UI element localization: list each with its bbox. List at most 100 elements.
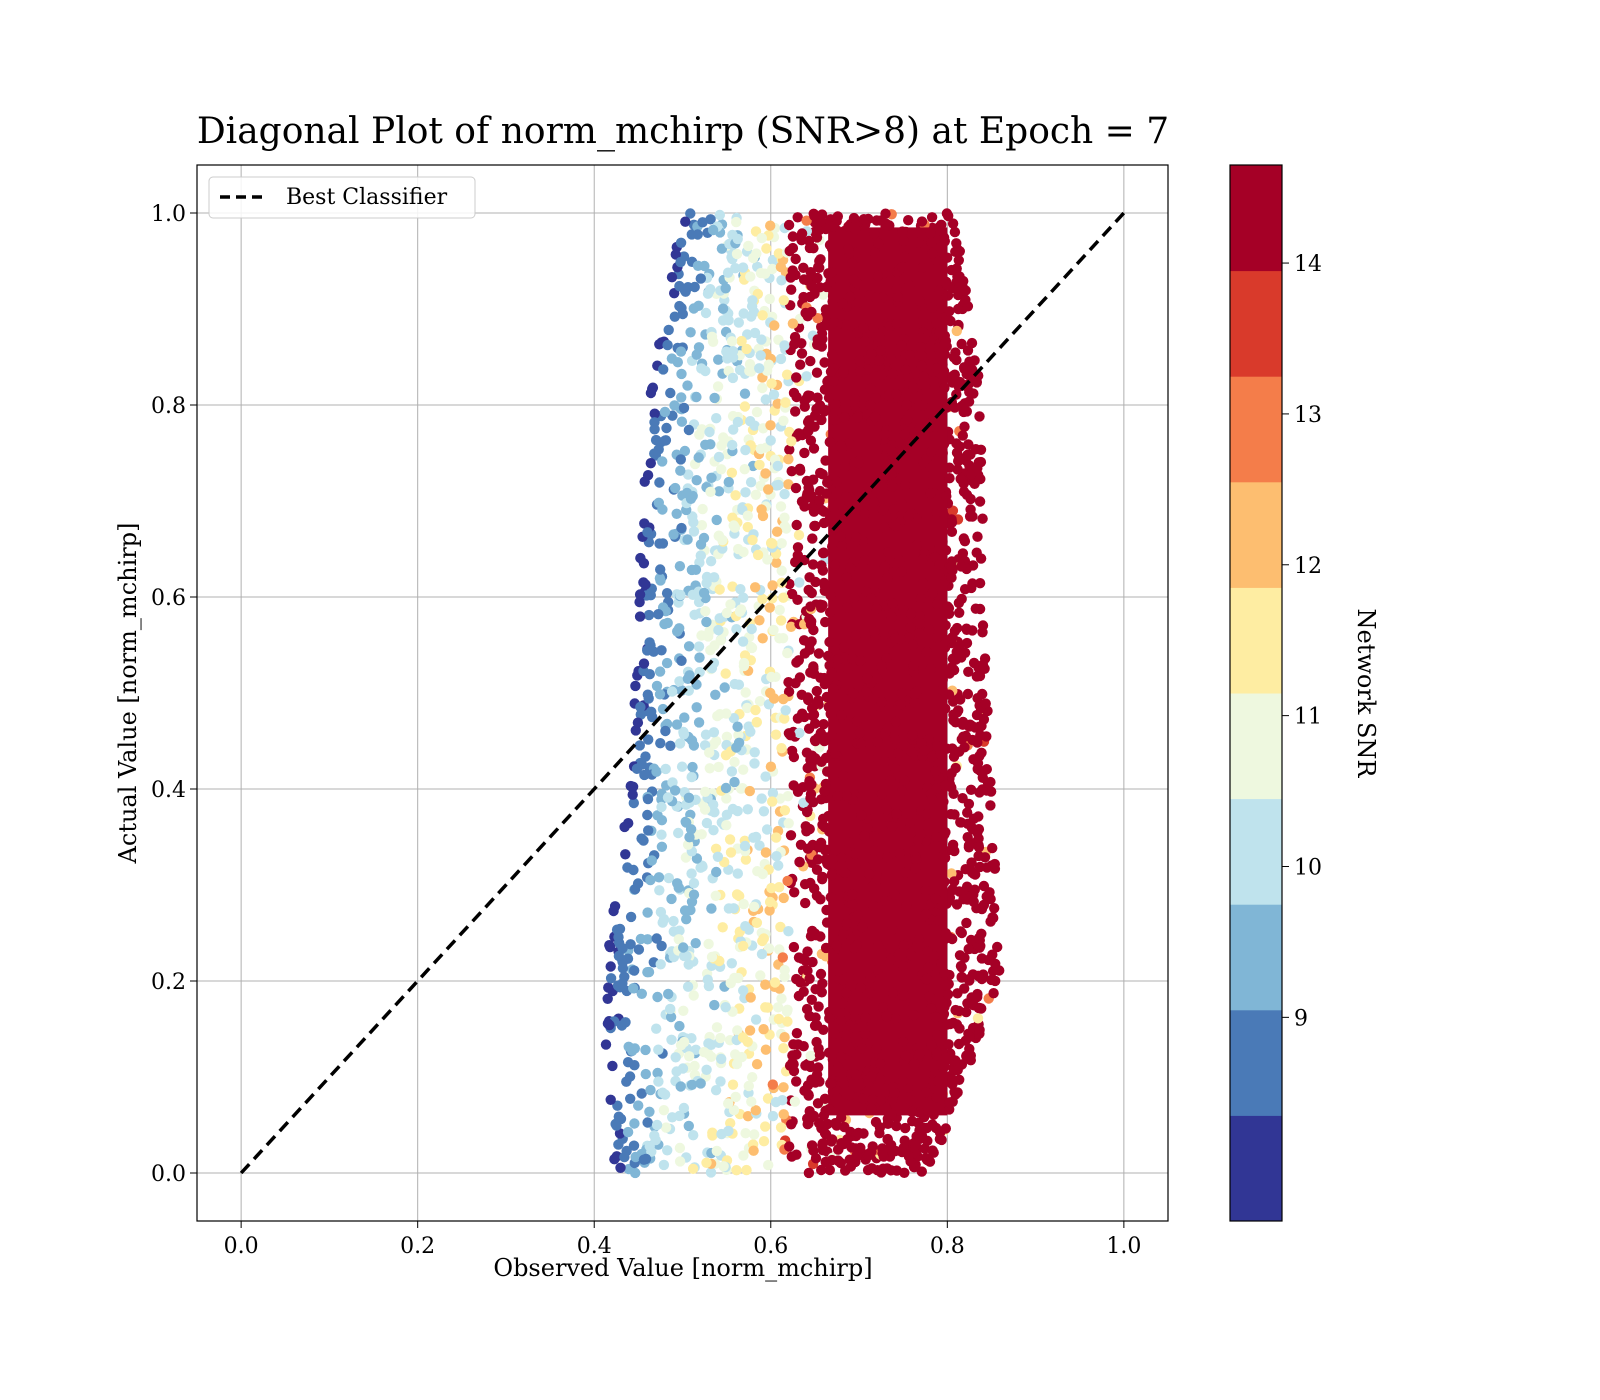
scatter-point: [966, 582, 977, 594]
scatter-point: [692, 260, 704, 271]
scatter-point: [848, 1010, 859, 1022]
scatter-point: [885, 1165, 897, 1176]
scatter-point: [720, 668, 731, 679]
scatter-point: [760, 468, 771, 479]
scatter-point: [955, 817, 967, 828]
scatter-point: [840, 319, 851, 330]
scatter-point: [642, 645, 653, 656]
scatter-point: [767, 1110, 779, 1122]
scatter-point: [751, 716, 762, 728]
scatter-point: [779, 805, 791, 816]
scatter-point: [734, 606, 746, 617]
x-axis-label: Observed Value [norm_mchirp]: [493, 1254, 872, 1282]
scatter-point: [891, 283, 903, 294]
scatter-point: [778, 592, 789, 603]
scatter-point: [864, 869, 875, 880]
scatter-point: [805, 355, 816, 367]
scatter-point: [844, 562, 856, 574]
scatter-point: [974, 411, 985, 422]
scatter-point: [682, 380, 693, 391]
scatter-point: [694, 652, 705, 663]
x-tick-label: 0.6: [753, 1234, 788, 1259]
scatter-point: [776, 993, 787, 1004]
scatter-point: [701, 616, 712, 628]
scatter-point: [902, 414, 913, 425]
scatter-point: [783, 728, 795, 739]
scatter-point: [870, 1116, 882, 1128]
scatter-point: [627, 789, 638, 800]
scatter-point: [881, 653, 892, 664]
scatter-point: [711, 1022, 723, 1033]
scatter-point: [670, 249, 681, 260]
scatter-point: [676, 522, 687, 534]
scatter-point: [890, 763, 901, 774]
scatter-point: [653, 872, 665, 883]
plot-frame: [196, 164, 1169, 1222]
scatter-point: [915, 828, 926, 840]
scatter-point: [721, 820, 732, 831]
scatter-point: [787, 318, 799, 329]
scatter-point: [811, 685, 822, 697]
scatter-point: [807, 956, 818, 968]
scatter-point: [819, 786, 830, 797]
scatter-point: [799, 501, 810, 512]
scatter-point: [958, 486, 970, 497]
scatter-point: [653, 1076, 664, 1087]
scatter-point: [879, 895, 891, 907]
scatter-point: [956, 927, 967, 939]
scatter-point: [738, 985, 749, 996]
scatter-point: [927, 587, 938, 599]
scatter-point: [843, 837, 855, 848]
scatter-point: [951, 707, 963, 718]
scatter-point: [672, 626, 683, 637]
scatter-point: [643, 966, 655, 978]
scatter-point: [716, 1053, 727, 1065]
scatter-point: [859, 830, 870, 842]
scatter-point: [716, 243, 728, 254]
scatter-point: [662, 1145, 673, 1156]
scatter-point: [654, 538, 665, 549]
scatter-point: [765, 761, 777, 772]
scatter-point: [773, 882, 785, 893]
scatter-point: [972, 693, 983, 704]
scatter-point: [775, 921, 786, 933]
scatter-point: [771, 526, 783, 537]
scatter-point: [815, 467, 826, 479]
scatter-point: [905, 1095, 917, 1106]
scatter-point: [695, 539, 707, 550]
scatter-point: [790, 253, 801, 265]
scatter-point: [788, 941, 800, 953]
scatter-point: [803, 584, 814, 596]
scatter-point: [711, 1145, 722, 1157]
scatter-point: [804, 242, 816, 254]
scatter-point: [688, 303, 699, 314]
scatter-point: [886, 469, 897, 480]
scatter-point: [628, 864, 639, 876]
scatter-point: [796, 348, 808, 359]
scatter-point: [709, 999, 720, 1011]
scatter-point: [975, 473, 986, 485]
scatter-point: [819, 357, 830, 368]
scatter-point: [760, 1002, 771, 1013]
scatter-point: [923, 962, 934, 973]
scatter-point: [948, 788, 959, 799]
scatter-point: [844, 291, 856, 303]
scatter-point: [929, 431, 940, 442]
scatter-point: [964, 511, 976, 522]
scatter-point: [739, 401, 751, 412]
scatter-point: [763, 359, 774, 370]
scatter-point: [739, 464, 750, 475]
scatter-point: [645, 874, 656, 886]
scatter-point: [757, 593, 768, 605]
scatter-point: [859, 336, 870, 347]
scatter-point: [824, 1013, 835, 1024]
scatter-point: [969, 355, 980, 366]
scatter-point: [819, 679, 830, 690]
scatter-point: [751, 917, 763, 928]
scatter-point: [708, 727, 720, 738]
scatter-point: [798, 986, 809, 997]
scatter-point: [903, 511, 914, 522]
scatter-point: [625, 1093, 636, 1105]
scatter-point: [733, 972, 744, 984]
scatter-point: [742, 702, 753, 714]
